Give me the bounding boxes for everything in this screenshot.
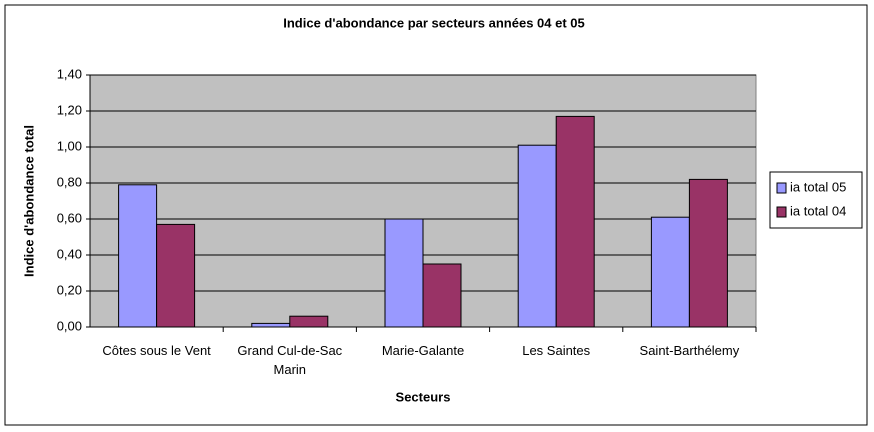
x-tick-label: Marie-Galante <box>381 343 465 358</box>
bar <box>422 263 462 328</box>
bar <box>688 178 728 328</box>
legend-swatch <box>776 182 787 194</box>
bar <box>118 184 158 328</box>
bar <box>517 144 557 328</box>
legend-label: ia total 04 <box>790 203 846 218</box>
x-axis-title: Secteurs <box>396 389 451 404</box>
y-axis-title: Indice d'abondance total <box>21 125 36 277</box>
y-tick-label: 1,00 <box>57 138 82 153</box>
x-tick-label: Grand Cul-de-Sac Marin <box>237 343 343 377</box>
bar <box>289 315 329 328</box>
y-tick-label: 0,00 <box>57 318 82 333</box>
chart-title: Indice d'abondance par secteurs années 0… <box>283 15 585 30</box>
legend <box>769 171 863 229</box>
y-tick-label: 1,20 <box>57 102 82 117</box>
bar <box>384 218 424 328</box>
bar <box>156 223 196 328</box>
bar <box>555 115 595 328</box>
bar <box>251 322 291 328</box>
x-tick-label: Les Saintes <box>522 343 591 358</box>
y-tick-label: 0,80 <box>57 174 82 189</box>
legend-swatch <box>776 206 787 218</box>
y-tick-label: 1,40 <box>57 66 82 81</box>
y-tick-label: 0,40 <box>57 246 82 261</box>
y-tick-label: 0,60 <box>57 210 82 225</box>
bar <box>650 216 690 328</box>
legend-label: ia total 05 <box>790 179 846 194</box>
y-tick-label: 0,20 <box>57 282 82 297</box>
x-tick-label: Côtes sous le Vent <box>102 343 211 358</box>
x-tick-label: Saint-Barthélemy <box>639 343 740 358</box>
